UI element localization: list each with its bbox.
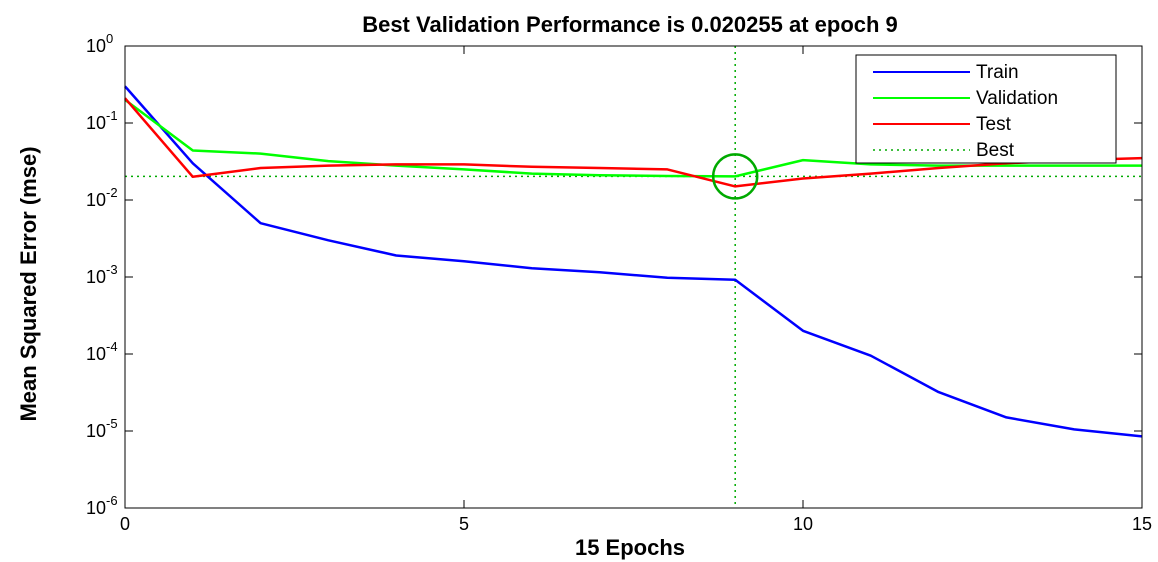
x-axis-label: 15 Epochs bbox=[575, 535, 685, 560]
y-tick-label: 10-4 bbox=[86, 339, 118, 364]
x-tick-label: 5 bbox=[459, 514, 469, 534]
y-tick-label: 100 bbox=[86, 31, 113, 56]
y-axis-label: Mean Squared Error (mse) bbox=[16, 146, 41, 421]
legend-label-validation: Validation bbox=[976, 88, 1058, 109]
y-tick-label: 10-5 bbox=[86, 416, 118, 441]
x-tick-label: 15 bbox=[1132, 514, 1152, 534]
y-tick-label: 10-6 bbox=[86, 493, 118, 518]
y-tick-label: 10-3 bbox=[86, 262, 118, 287]
y-tick-label: 10-1 bbox=[86, 108, 118, 133]
legend-label-test: Test bbox=[976, 114, 1012, 135]
legend: Train Validation Test Best bbox=[855, 54, 1117, 164]
legend-label-best: Best bbox=[976, 140, 1015, 161]
y-tick-label: 10-2 bbox=[86, 185, 118, 210]
legend-label-train: Train bbox=[976, 62, 1019, 83]
series-line-train bbox=[124, 85, 1143, 438]
series-line-test bbox=[124, 97, 1143, 188]
best-point-circle bbox=[711, 153, 759, 200]
series-group bbox=[124, 85, 1143, 438]
x-tick-label: 0 bbox=[120, 514, 130, 534]
best-marker-group bbox=[125, 46, 1142, 508]
chart-title: Best Validation Performance is 0.020255 … bbox=[362, 12, 898, 37]
axis-ticks: 0 5 10 15 100 10-1 10-2 10-3 10-4 10-5 10-6 bbox=[86, 31, 1152, 534]
x-tick-label: 10 bbox=[793, 514, 813, 534]
